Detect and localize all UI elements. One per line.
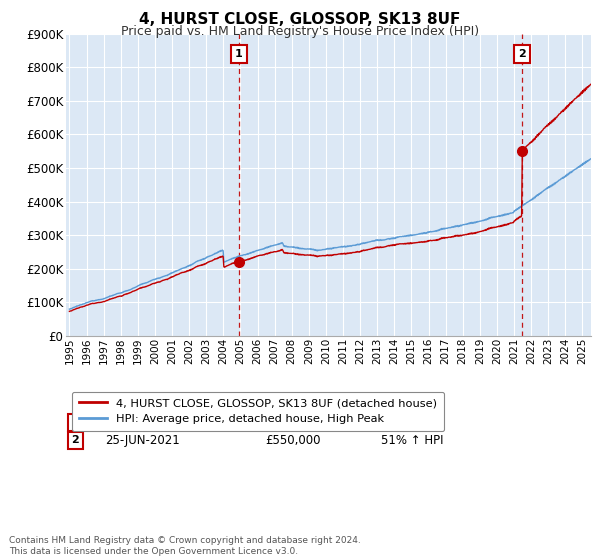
Text: 4, HURST CLOSE, GLOSSOP, SK13 8UF: 4, HURST CLOSE, GLOSSOP, SK13 8UF (139, 12, 461, 27)
Text: Contains HM Land Registry data © Crown copyright and database right 2024.
This d: Contains HM Land Registry data © Crown c… (9, 536, 361, 556)
Text: 10% ↓ HPI: 10% ↓ HPI (381, 416, 443, 429)
Text: 2: 2 (71, 435, 79, 445)
Text: £219,000: £219,000 (265, 416, 322, 429)
Legend: 4, HURST CLOSE, GLOSSOP, SK13 8UF (detached house), HPI: Average price, detached: 4, HURST CLOSE, GLOSSOP, SK13 8UF (detac… (71, 391, 444, 431)
Text: £550,000: £550,000 (265, 434, 321, 447)
Text: 2: 2 (518, 49, 526, 59)
Text: 51% ↑ HPI: 51% ↑ HPI (381, 434, 443, 447)
Text: 06-DEC-2004: 06-DEC-2004 (106, 416, 184, 429)
Text: 1: 1 (235, 49, 243, 59)
Text: Price paid vs. HM Land Registry's House Price Index (HPI): Price paid vs. HM Land Registry's House … (121, 25, 479, 38)
Text: 1: 1 (71, 417, 79, 427)
Text: 25-JUN-2021: 25-JUN-2021 (106, 434, 180, 447)
